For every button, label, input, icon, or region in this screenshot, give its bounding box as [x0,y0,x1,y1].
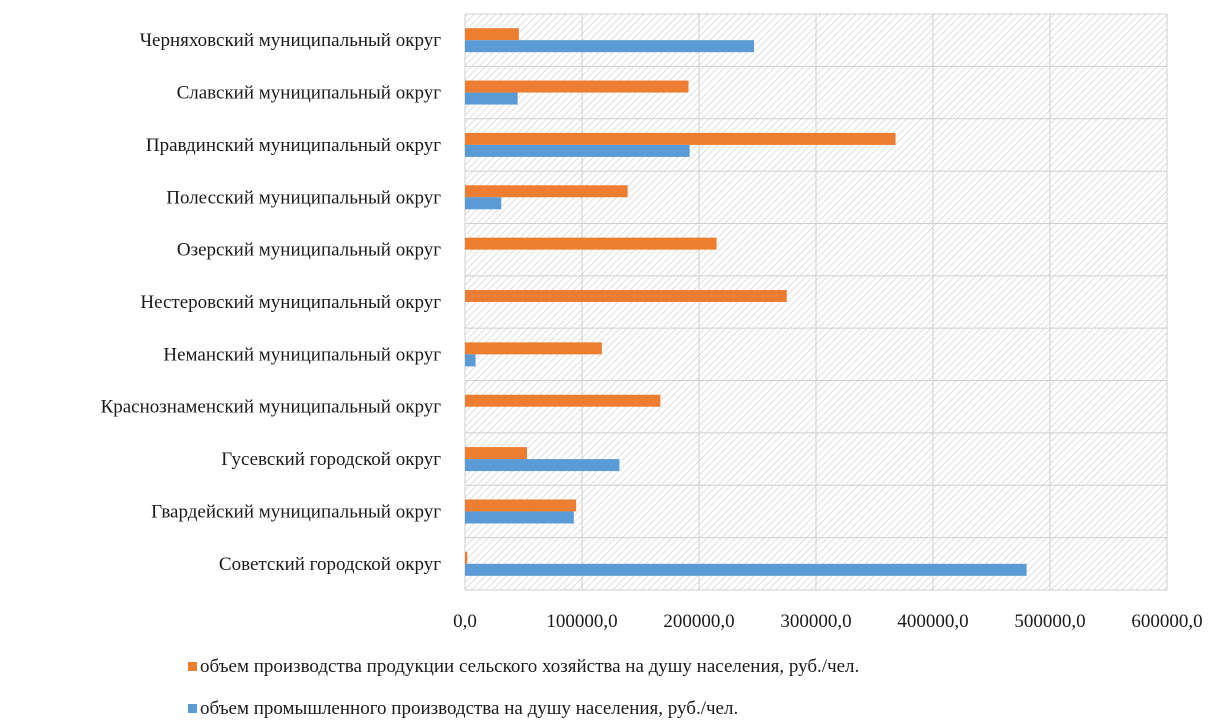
legend-swatch-orange [188,662,197,671]
bar-industry-10 [465,40,754,53]
bar-agriculture-1 [465,499,577,512]
category-label-5: Нестеровский муниципальный округ [140,292,441,313]
bar-agriculture-6 [465,237,717,250]
x-tick-label-0: 0,0 [453,611,477,632]
bar-agriculture-0 [465,551,468,564]
x-tick-label-6: 600000,0 [1131,611,1202,632]
bar-agriculture-10 [465,28,519,41]
category-label-10: Черняховский муниципальный округ [140,30,442,51]
x-tick-label-2: 200000,0 [663,611,734,632]
bar-agriculture-5 [465,290,787,302]
bar-agriculture-2 [465,447,528,460]
bar-industry-2 [465,459,620,472]
bars [465,28,1027,576]
legend-label-industry: объем промышленного производства на душу… [200,698,739,719]
bar-agriculture-7 [465,185,628,198]
grid-lines [464,13,1168,591]
category-labels: Советский городской округ Гвардейский мун… [101,30,442,575]
category-label-9: Славский муниципальный округ [177,83,442,104]
bar-agriculture-4 [465,342,602,355]
category-label-7: Полесский муниципальный округ [166,187,441,208]
bar-industry-1 [465,511,574,524]
bar-industry-9 [465,92,518,105]
category-label-6: Озерский муниципальный округ [177,240,441,261]
legend-swatch-blue [188,704,197,713]
legend-label-agriculture: объем производства продукции сельского х… [200,656,860,677]
category-label-4: Неманский муниципальный округ [163,344,441,365]
x-tick-label-3: 300000,0 [780,611,851,632]
legend-item-industry: объем промышленного производства на душу… [188,698,738,720]
category-label-0: Советский городской округ [219,554,441,575]
x-tick-label-5: 500000,0 [1014,611,1085,632]
bar-industry-4 [465,354,476,367]
bar-industry-7 [465,197,502,210]
bar-chart: Советский городской округ Гвардейский мун… [101,13,1203,632]
category-label-8: Правдинский муниципальный округ [146,135,441,156]
x-tick-label-4: 400000,0 [897,611,968,632]
legend-item-agriculture: объем производства продукции сельского х… [188,656,859,678]
bar-agriculture-9 [465,80,689,93]
category-label-3: Краснознаменский муниципальный округ [101,397,442,418]
x-axis-tick-labels: 0,0 100000,0 200000,0 300000,0 400000,0 50000… [453,611,1203,632]
bar-industry-0 [465,563,1027,576]
category-label-1: Гвардейский муниципальный округ [151,501,441,522]
x-tick-label-1: 100000,0 [546,611,617,632]
category-label-2: Гусевский городской округ [221,449,441,470]
bar-industry-8 [465,144,690,157]
bar-agriculture-3 [465,394,661,407]
bar-agriculture-8 [465,132,896,145]
